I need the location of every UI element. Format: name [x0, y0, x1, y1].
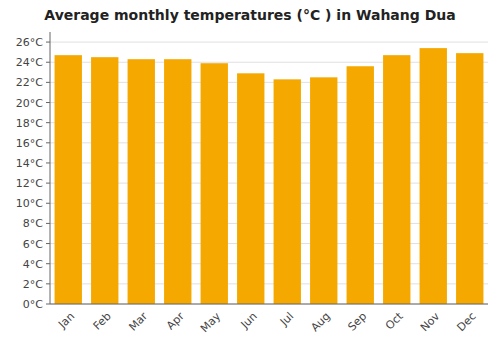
bar	[383, 55, 410, 304]
x-axis: Jan Feb Mar Apr May Jun Jul Aug Sep Oct Nov Dec	[55, 309, 478, 335]
x-axis-line	[50, 304, 488, 305]
tick-label: 12°C	[16, 177, 43, 190]
tick-mark	[46, 263, 50, 264]
tick-mark	[46, 183, 50, 184]
tick-mark	[46, 283, 50, 284]
y-axis: 0°C 2°C 4°C 6°C 8°C 10°C 12°C 14°C 16°C 18°C 20°C 2…	[16, 36, 50, 311]
bar	[128, 59, 155, 304]
tick-label: 6°C	[23, 238, 43, 251]
tick-label: Apr	[164, 309, 187, 332]
tick-mark	[46, 142, 50, 143]
tick-label: 16°C	[16, 137, 43, 150]
tick-label: Jul	[277, 310, 296, 329]
tick-mark	[46, 243, 50, 244]
tick-label: Jan	[55, 310, 77, 332]
tick-mark	[46, 62, 50, 63]
grid	[50, 42, 488, 304]
tick-label: 18°C	[16, 117, 43, 130]
bar	[164, 59, 191, 304]
title: Average monthly temperatures (°C ) in Wa…	[44, 7, 455, 23]
tick-label: Aug	[308, 310, 332, 334]
tick-label: 24°C	[16, 56, 43, 69]
tick-mark	[46, 223, 50, 224]
tick-label: Feb	[91, 310, 114, 333]
tick-label: 14°C	[16, 157, 43, 170]
tick-label: Nov	[418, 309, 443, 334]
tick-label: Mar	[126, 309, 150, 333]
tick-label: 0°C	[23, 298, 43, 311]
tick-label: Sep	[345, 310, 369, 334]
tick-label: Dec	[454, 310, 478, 334]
tick-label: Jun	[238, 310, 260, 332]
bar	[55, 55, 82, 304]
tick-label: 20°C	[16, 97, 43, 110]
bar	[420, 48, 447, 304]
chart: 0°C 2°C 4°C 6°C 8°C 10°C 12°C 14°C 16°C 18°C 20°C 2…	[0, 0, 500, 350]
bar	[201, 63, 228, 304]
bar	[91, 57, 118, 304]
tick-mark	[46, 304, 50, 305]
tick-label: 10°C	[16, 197, 43, 210]
bar	[274, 79, 301, 304]
grid-line	[50, 304, 488, 305]
bar	[456, 53, 483, 304]
tick-mark	[46, 82, 50, 83]
tick-mark	[46, 162, 50, 163]
tick-label: 22°C	[16, 76, 43, 89]
bars	[55, 48, 484, 304]
bar	[347, 66, 374, 304]
tick-mark	[46, 102, 50, 103]
tick-label: 4°C	[23, 258, 43, 271]
tick-label: 2°C	[23, 278, 43, 291]
tick-label: 8°C	[23, 217, 43, 230]
tick-label: May	[198, 309, 224, 335]
tick-mark	[46, 122, 50, 123]
tick-label: 26°C	[16, 36, 43, 49]
y-axis-line	[50, 32, 51, 304]
bar	[237, 73, 264, 304]
tick-label: Oct	[383, 309, 406, 332]
tick-mark	[46, 203, 50, 204]
bar	[310, 77, 337, 304]
grid-line	[50, 42, 488, 43]
tick-mark	[46, 42, 50, 43]
